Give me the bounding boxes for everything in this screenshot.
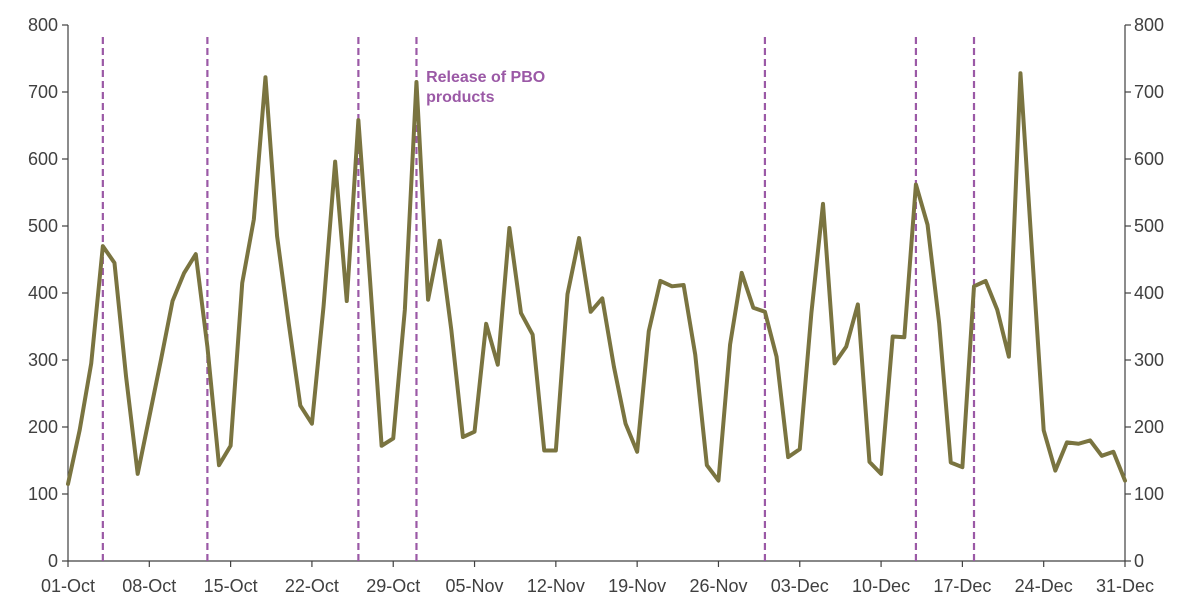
x-tick-label: 19-Nov: [608, 576, 666, 596]
series-layer: [66, 71, 1127, 486]
y-tick-label-left: 100: [28, 484, 58, 504]
x-tick-label: 17-Dec: [933, 576, 991, 596]
y-tick-label-left: 800: [28, 15, 58, 35]
y-tick-label-left: 300: [28, 350, 58, 370]
x-tick-label: 29-Oct: [366, 576, 420, 596]
y-tick-label-right: 100: [1134, 484, 1164, 504]
axes: 0 100 200 300 400 500 600 700 800 0 100 200 300 400 50…: [28, 15, 1164, 596]
y-tick-label-left: 700: [28, 82, 58, 102]
y-tick-label-left: 600: [28, 149, 58, 169]
y-tick-label-right: 400: [1134, 283, 1164, 303]
y-tick-label-left: 0: [48, 551, 58, 571]
y-tick-label-right: 500: [1134, 216, 1164, 236]
annotation-text: products: [426, 89, 495, 106]
y-tick-label-left: 200: [28, 417, 58, 437]
x-tick-label: 15-Oct: [204, 576, 258, 596]
x-tick-label: 08-Oct: [122, 576, 176, 596]
x-tick-label: 31-Dec: [1096, 576, 1154, 596]
annotation: Release of PBO products: [426, 69, 545, 106]
x-tick-label: 12-Nov: [527, 576, 585, 596]
x-tick-label: 10-Dec: [852, 576, 910, 596]
y-tick-label-right: 700: [1134, 82, 1164, 102]
y-tick-label-right: 0: [1134, 551, 1144, 571]
release-markers: [101, 37, 976, 561]
annotation-text: Release of PBO: [426, 69, 545, 86]
y-tick-label-right: 300: [1134, 350, 1164, 370]
y-tick-label-left: 500: [28, 216, 58, 236]
y-tick-label-right: 800: [1134, 15, 1164, 35]
y-tick-label-right: 200: [1134, 417, 1164, 437]
y-tick-label-left: 400: [28, 283, 58, 303]
x-tick-label: 01-Oct: [41, 576, 95, 596]
x-tick-label: 22-Oct: [285, 576, 339, 596]
series-line: [66, 71, 1127, 486]
x-tick-label: 05-Nov: [446, 576, 504, 596]
y-tick-label-right: 600: [1134, 149, 1164, 169]
x-tick-label: 24-Dec: [1015, 576, 1073, 596]
x-tick-label: 26-Nov: [689, 576, 747, 596]
x-tick-label: 03-Dec: [771, 576, 829, 596]
